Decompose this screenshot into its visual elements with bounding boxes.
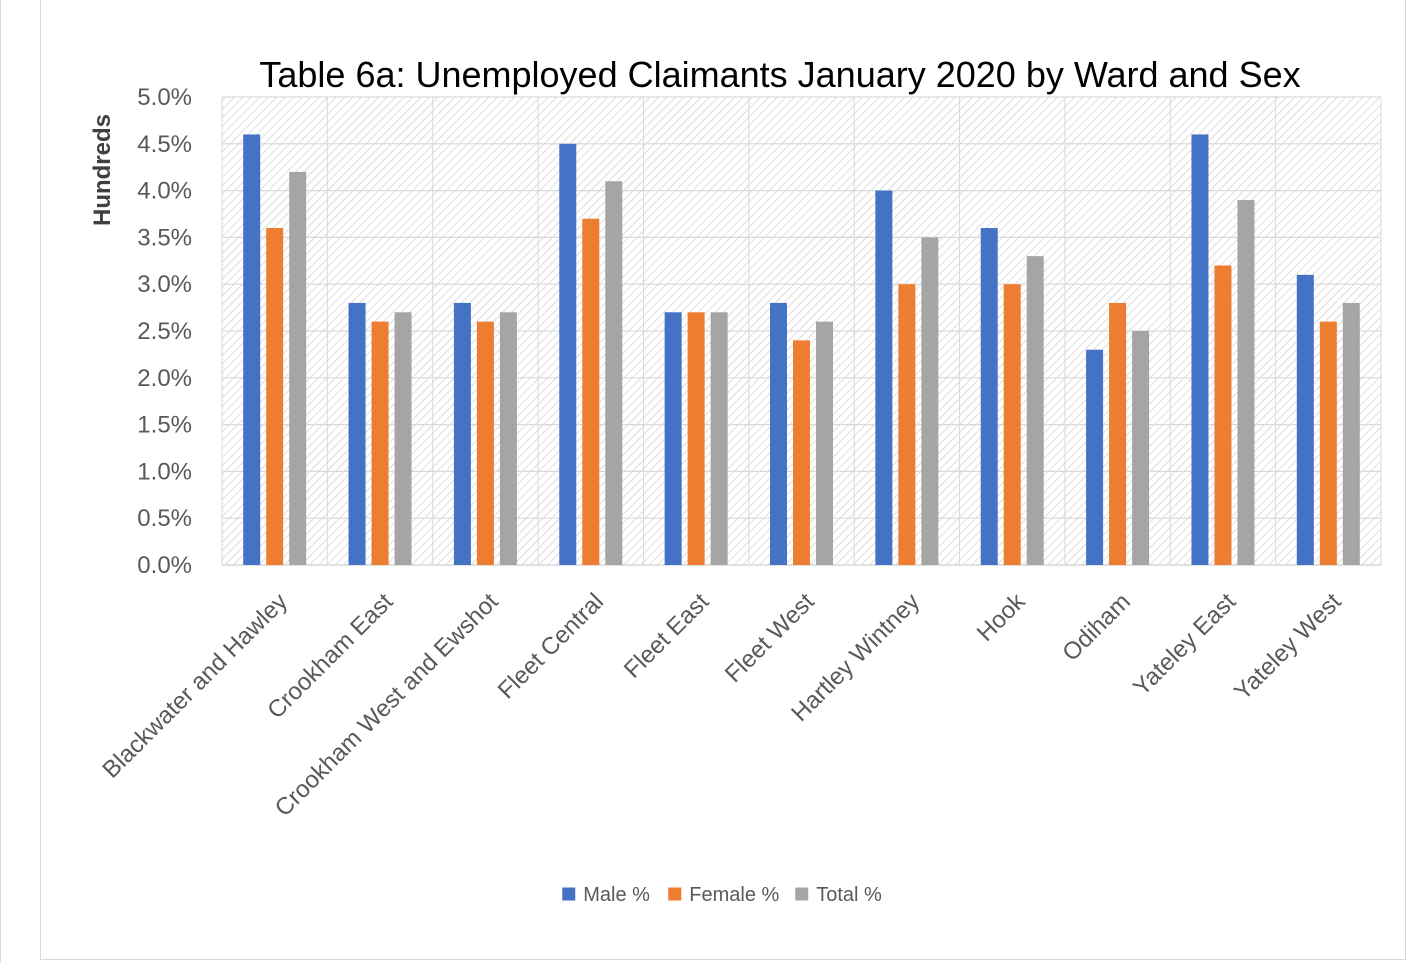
bar bbox=[394, 312, 412, 565]
x-tick-label: Crookham West and Ewshot bbox=[270, 588, 504, 822]
bar bbox=[710, 312, 728, 565]
bar bbox=[1132, 331, 1150, 565]
bar bbox=[1214, 265, 1232, 565]
page-left-rule bbox=[0, 0, 1, 963]
chart-legend: Male % Female % Total % bbox=[562, 884, 882, 906]
bar bbox=[980, 228, 998, 566]
chart-title: Table 6a: Unemployed Claimants January 2… bbox=[259, 54, 1300, 95]
bar bbox=[816, 321, 833, 565]
bar bbox=[243, 134, 261, 565]
bar bbox=[1109, 302, 1127, 565]
legend-swatch bbox=[562, 887, 576, 901]
bar bbox=[664, 312, 682, 565]
x-tick-label: Fleet Central bbox=[493, 588, 609, 704]
y-tick-label: 2.0% bbox=[137, 365, 192, 392]
x-tick-label: Yateley West bbox=[1229, 588, 1347, 706]
y-tick-label: 2.5% bbox=[137, 318, 192, 345]
legend-swatch bbox=[795, 887, 809, 901]
y-tick-label: 0.0% bbox=[137, 552, 192, 579]
bar bbox=[266, 228, 284, 566]
bar bbox=[875, 190, 893, 565]
bar bbox=[1237, 199, 1255, 565]
bar bbox=[1086, 349, 1104, 565]
bar bbox=[770, 302, 787, 565]
plot-area: 0.0% 0.5% 1.0% 1.5% 2.0% 2.5% 3.0% 3.5% 4.0% 4.5%… bbox=[97, 84, 1382, 822]
y-tick-label: 0.5% bbox=[137, 505, 192, 532]
bar bbox=[476, 321, 494, 565]
bar bbox=[1342, 302, 1360, 565]
x-tick-label: Odiham bbox=[1057, 588, 1136, 667]
x-tick-label: Yateley East bbox=[1128, 588, 1241, 701]
y-tick-label: 3.5% bbox=[137, 224, 192, 251]
legend-label: Total % bbox=[816, 884, 882, 906]
y-tick-label: 4.5% bbox=[137, 131, 192, 158]
x-tick-label: Fleet West bbox=[720, 588, 820, 688]
bar bbox=[1191, 134, 1209, 565]
bar bbox=[559, 143, 577, 566]
bar bbox=[1003, 284, 1021, 565]
bar bbox=[499, 312, 517, 565]
bar bbox=[371, 321, 389, 565]
bar bbox=[453, 302, 471, 565]
y-tick-label: 1.0% bbox=[137, 458, 192, 485]
bar bbox=[348, 302, 366, 565]
bar bbox=[289, 171, 307, 565]
legend-label: Female % bbox=[689, 884, 779, 906]
bar bbox=[1026, 256, 1044, 565]
bar bbox=[582, 218, 600, 565]
x-tick-label: Fleet East bbox=[619, 588, 715, 684]
y-tick-label: 4.0% bbox=[137, 178, 192, 205]
y-tick-label: 5.0% bbox=[137, 84, 192, 111]
x-tick-label: Blackwater and Hawley bbox=[97, 588, 292, 783]
bar bbox=[1319, 321, 1337, 565]
bar bbox=[793, 340, 810, 565]
bar bbox=[1296, 274, 1314, 565]
legend-label: Male % bbox=[583, 884, 650, 906]
bar bbox=[898, 284, 916, 565]
bar bbox=[921, 237, 939, 565]
y-tick-label: 1.5% bbox=[137, 412, 192, 439]
legend-swatch bbox=[668, 887, 682, 901]
bar bbox=[605, 181, 623, 566]
y-axis-label: Hundreds bbox=[89, 114, 116, 226]
bar bbox=[687, 312, 705, 565]
x-tick-label: Hook bbox=[972, 587, 1031, 646]
y-tick-label: 3.0% bbox=[137, 271, 192, 298]
